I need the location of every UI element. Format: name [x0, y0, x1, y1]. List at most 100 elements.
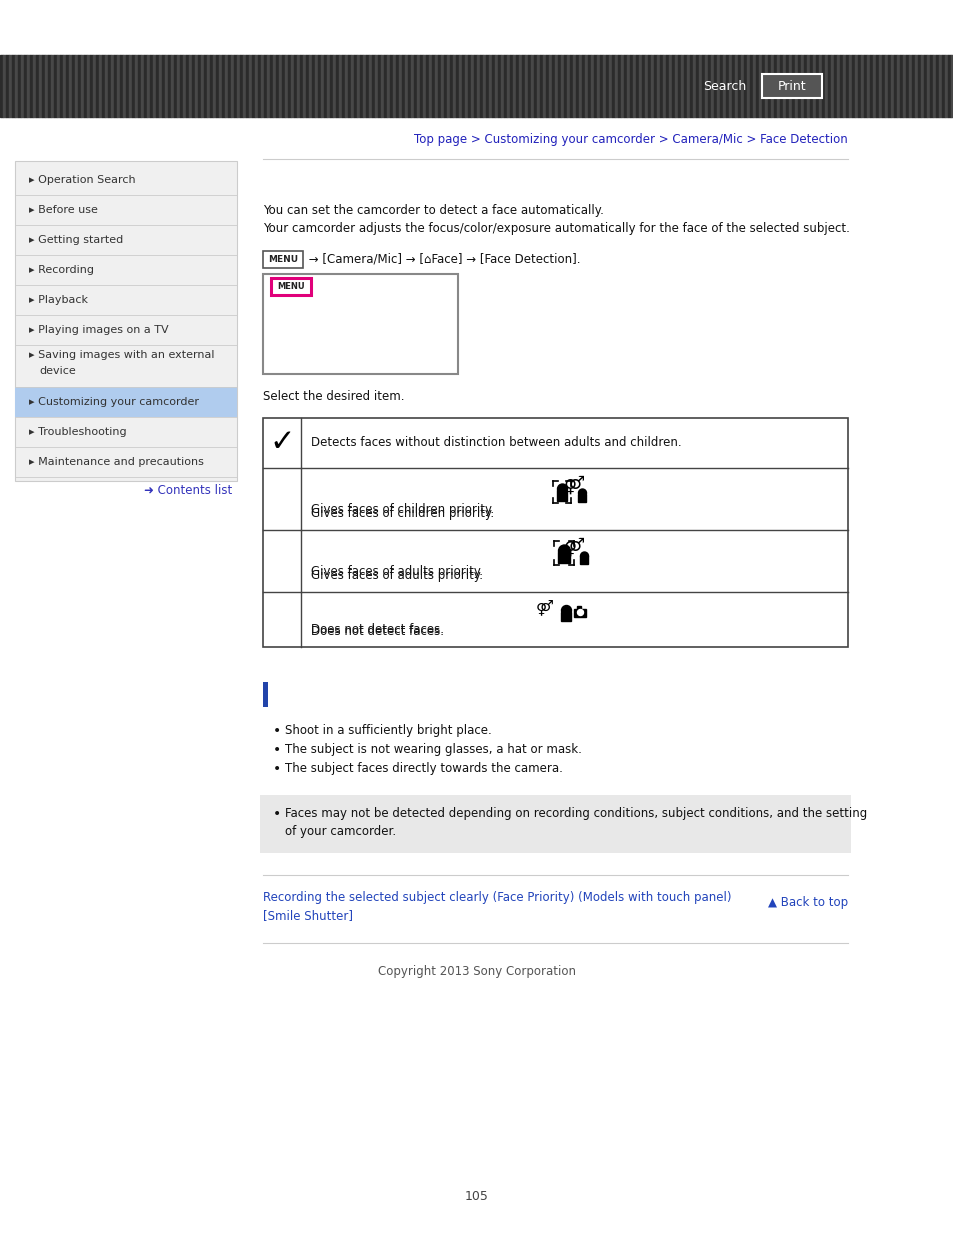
- Bar: [863, 56, 866, 117]
- Bar: [696, 56, 699, 117]
- Bar: [654, 56, 657, 117]
- Bar: [545, 56, 548, 117]
- Bar: [39, 56, 42, 117]
- Bar: [201, 56, 204, 117]
- Bar: [273, 56, 275, 117]
- Text: ➜ Contents list: ➜ Contents list: [144, 484, 232, 498]
- Circle shape: [577, 610, 583, 615]
- Bar: [780, 56, 782, 117]
- Bar: [192, 56, 194, 117]
- Bar: [767, 56, 770, 117]
- Bar: [204, 56, 207, 117]
- Bar: [612, 56, 615, 117]
- Bar: [359, 56, 363, 117]
- Bar: [147, 56, 150, 117]
- Bar: [878, 56, 882, 117]
- Bar: [159, 56, 162, 117]
- Bar: [375, 56, 377, 117]
- Bar: [231, 56, 233, 117]
- Bar: [887, 56, 890, 117]
- Bar: [932, 56, 935, 117]
- Bar: [464, 56, 468, 117]
- Circle shape: [561, 605, 571, 615]
- Bar: [935, 56, 938, 117]
- Bar: [171, 56, 173, 117]
- Bar: [263, 274, 457, 374]
- Bar: [126, 56, 129, 117]
- Bar: [75, 56, 78, 117]
- Bar: [405, 56, 408, 117]
- Bar: [476, 56, 479, 117]
- Bar: [657, 56, 659, 117]
- Bar: [701, 56, 704, 117]
- Bar: [9, 56, 12, 117]
- Bar: [485, 56, 489, 117]
- Bar: [875, 56, 878, 117]
- Bar: [665, 56, 668, 117]
- Bar: [440, 56, 443, 117]
- Bar: [429, 56, 432, 117]
- Bar: [650, 56, 654, 117]
- Text: ▸ Playback: ▸ Playback: [29, 295, 88, 305]
- Bar: [791, 56, 794, 117]
- Text: MENU: MENU: [277, 282, 305, 291]
- Bar: [108, 56, 111, 117]
- Bar: [707, 56, 710, 117]
- Bar: [675, 56, 678, 117]
- Bar: [84, 56, 87, 117]
- Bar: [123, 56, 126, 117]
- Circle shape: [557, 484, 567, 494]
- Bar: [764, 56, 767, 117]
- Bar: [917, 56, 920, 117]
- Bar: [12, 56, 15, 117]
- Bar: [941, 56, 944, 117]
- Text: ▸ Playing images on a TV: ▸ Playing images on a TV: [29, 325, 169, 335]
- Bar: [117, 56, 120, 117]
- Bar: [503, 56, 506, 117]
- Bar: [938, 56, 941, 117]
- Bar: [636, 56, 639, 117]
- Text: [Smile Shutter]: [Smile Shutter]: [263, 909, 353, 923]
- Bar: [581, 56, 584, 117]
- Bar: [587, 56, 590, 117]
- Bar: [369, 56, 372, 117]
- Bar: [219, 56, 222, 117]
- Bar: [623, 56, 626, 117]
- Bar: [105, 56, 108, 117]
- Bar: [69, 56, 71, 117]
- Bar: [338, 56, 341, 117]
- Bar: [578, 494, 586, 501]
- Bar: [447, 56, 450, 117]
- Bar: [558, 56, 560, 117]
- Bar: [419, 56, 422, 117]
- Bar: [194, 56, 198, 117]
- Bar: [555, 56, 558, 117]
- Bar: [947, 56, 950, 117]
- Bar: [113, 56, 117, 117]
- Bar: [629, 56, 633, 117]
- Bar: [384, 56, 387, 117]
- Bar: [884, 56, 887, 117]
- Bar: [740, 56, 743, 117]
- Bar: [801, 56, 803, 117]
- Bar: [746, 56, 749, 117]
- Bar: [722, 56, 725, 117]
- Bar: [761, 56, 764, 117]
- Bar: [348, 56, 351, 117]
- Bar: [246, 56, 249, 117]
- Bar: [761, 74, 821, 98]
- Bar: [296, 56, 299, 117]
- Bar: [443, 56, 447, 117]
- Bar: [354, 56, 356, 117]
- Bar: [177, 56, 180, 117]
- Bar: [566, 56, 569, 117]
- Bar: [770, 56, 773, 117]
- Bar: [60, 56, 63, 117]
- Bar: [882, 56, 884, 117]
- Bar: [644, 56, 647, 117]
- Bar: [168, 56, 171, 117]
- Bar: [453, 56, 456, 117]
- Bar: [725, 56, 728, 117]
- Bar: [233, 56, 236, 117]
- Bar: [207, 56, 210, 117]
